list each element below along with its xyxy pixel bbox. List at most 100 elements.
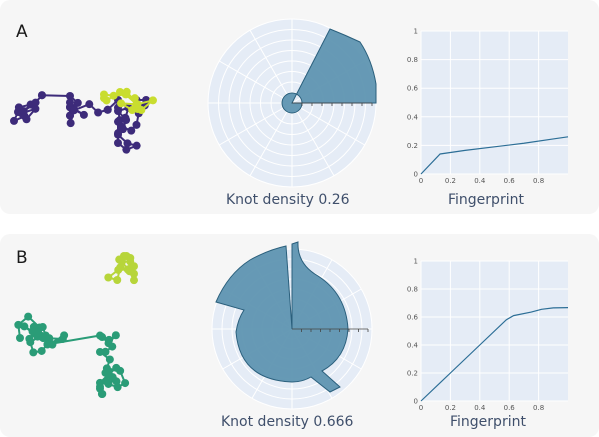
fingerprint-x-tick: 0.6 (504, 177, 516, 185)
chain-a-knot-bead (130, 94, 139, 103)
polar-spoke (249, 102, 293, 176)
chain-b-main-strand (14, 312, 130, 398)
chain-b-knot-bead (130, 276, 138, 285)
fingerprint-y-tick: 0.2 (407, 142, 418, 150)
chain-b-main-bead (121, 379, 130, 388)
chain-a-main-bead (19, 107, 28, 116)
chain-a-knot-strand (100, 87, 157, 114)
chain-b-main-bead (43, 340, 52, 349)
fingerprint-x-tick: 0.4 (474, 177, 486, 185)
chain-b-main-bead (34, 328, 43, 337)
chain-a-main-bead (132, 120, 141, 129)
chain-b-main-bead (108, 342, 117, 351)
fingerprint-y-tick: 0.8 (407, 286, 418, 294)
chain-b (14, 252, 138, 398)
chain-b-main-bead (45, 334, 54, 343)
fingerprint-y-tick: 0.8 (407, 56, 418, 64)
chain-a-knot-bead (117, 99, 126, 108)
chain-b-main-bead (39, 334, 48, 343)
panel-a: A Knot density 0.26 0 0.2 0.4 0.6 0.8 1 0 0.2 0.… (0, 0, 599, 214)
chain-b-main-bead (104, 370, 113, 379)
chain-b-main-bead (112, 363, 121, 372)
chain-a-main-bead (114, 107, 122, 116)
fingerprint-line (420, 307, 569, 402)
fingerprint-y-tick: 0 (414, 398, 418, 406)
fingerprint-x-tick: 0.2 (445, 404, 456, 412)
chain-a-main-bead (94, 108, 103, 117)
fingerprint-y-tick: 1 (414, 258, 418, 266)
chain-b-main-bead (105, 355, 114, 364)
chain-b-main-bead (29, 348, 38, 357)
chain-b-knot-bead (118, 257, 127, 266)
chain-a-main-bead (122, 145, 131, 154)
chain-b-knot-bead (114, 265, 123, 274)
chain-a-main-bead (10, 116, 18, 125)
fingerprint-y-tick: 0.4 (407, 342, 419, 350)
chain-a-main-bead (73, 98, 82, 107)
fingerprint-y-tick: 0.4 (407, 113, 419, 121)
chain-b-main-bead (58, 334, 67, 343)
fingerprint-x-tick: 0.8 (533, 177, 544, 185)
chain-a-main-bead (117, 122, 126, 131)
fingerprint-x-tick: 0.2 (445, 177, 456, 185)
chain-a-main-bead (85, 100, 94, 109)
knot-density-shape-b (215, 241, 349, 393)
chain-a-main-bead (31, 104, 40, 113)
fingerprint-x-tick: 0 (419, 177, 423, 185)
chain-b-main-bead (98, 333, 107, 342)
chain-a-knot-bead (148, 96, 157, 105)
chain-b-main-bead (102, 377, 111, 386)
chain-b-main-bead (16, 334, 24, 342)
chain-a-knot-bead (109, 91, 118, 100)
chain-b-main-bead (25, 334, 34, 343)
polar-spoke (219, 60, 293, 104)
knot-density-caption-b: Knot density 0.666 (221, 414, 354, 430)
fingerprint-y-tick: 0 (414, 171, 418, 179)
polar-spoke (249, 30, 293, 104)
fingerprint-chart-a: 0 0.2 0.4 0.6 0.8 1 0 0.2 0.4 0.6 0.8 (407, 28, 569, 185)
fingerprint-y-tick: 0.6 (407, 314, 419, 322)
chain-a-main-bead (123, 139, 132, 148)
fingerprint-y-tick: 0.2 (407, 370, 418, 378)
chain-a-knot-bead (137, 106, 146, 114)
polar-plot-b (211, 241, 373, 410)
chain-a-main-bead (103, 105, 112, 114)
chain-b-main-bead (20, 322, 29, 331)
chain-a-main-bead (69, 106, 78, 115)
chain-b-main-bead (24, 312, 33, 321)
chain-a-knot-bead (100, 90, 108, 99)
knot-density-caption-a: Knot density 0.26 (226, 192, 350, 208)
fingerprint-x-tick: 0.8 (533, 404, 544, 412)
chain-b-knot-bead (125, 267, 134, 276)
fingerprint-x-tick: 0 (419, 404, 423, 412)
polar-plot-a (207, 18, 377, 188)
chain-a (10, 87, 157, 154)
chain-b-knot-strand (104, 252, 138, 285)
chain-b-main-bead (14, 320, 23, 329)
chain-a-main-strand (10, 91, 151, 154)
chain-a-main-bead (114, 139, 122, 148)
polar-spoke (219, 102, 293, 146)
fingerprint-plot-area (421, 31, 568, 174)
fingerprint-y-tick: 1 (414, 28, 418, 36)
fingerprint-x-tick: 0.4 (474, 404, 486, 412)
fingerprint-caption-b: Fingerprint (450, 414, 526, 430)
polar-spoke (291, 102, 365, 146)
chain-b-knot-bead (104, 273, 113, 282)
chain-a-main-bead (127, 126, 136, 135)
fingerprint-caption-a: Fingerprint (448, 192, 524, 208)
chain-a-main-bead (37, 91, 46, 100)
chain-a-knot-bead (122, 87, 131, 96)
chain-a-main-bead (66, 98, 74, 107)
chain-b-main-bead (37, 346, 46, 355)
chain-a-main-bead (22, 115, 31, 124)
chain-b-main-bead (112, 377, 121, 386)
chain-a-main-bead (79, 110, 88, 119)
chain-a-main-bead (114, 129, 122, 138)
panel-b: B Knot density 0.666 0 0.2 0.4 0.6 0.8 1 0 0.2 0… (0, 234, 599, 437)
fingerprint-x-tick: 0.6 (504, 404, 516, 412)
fingerprint-y-tick: 0.6 (407, 85, 419, 93)
fingerprint-line (420, 136, 569, 175)
chain-a-main-bead (66, 119, 75, 128)
panel-label-b: B (16, 248, 28, 268)
